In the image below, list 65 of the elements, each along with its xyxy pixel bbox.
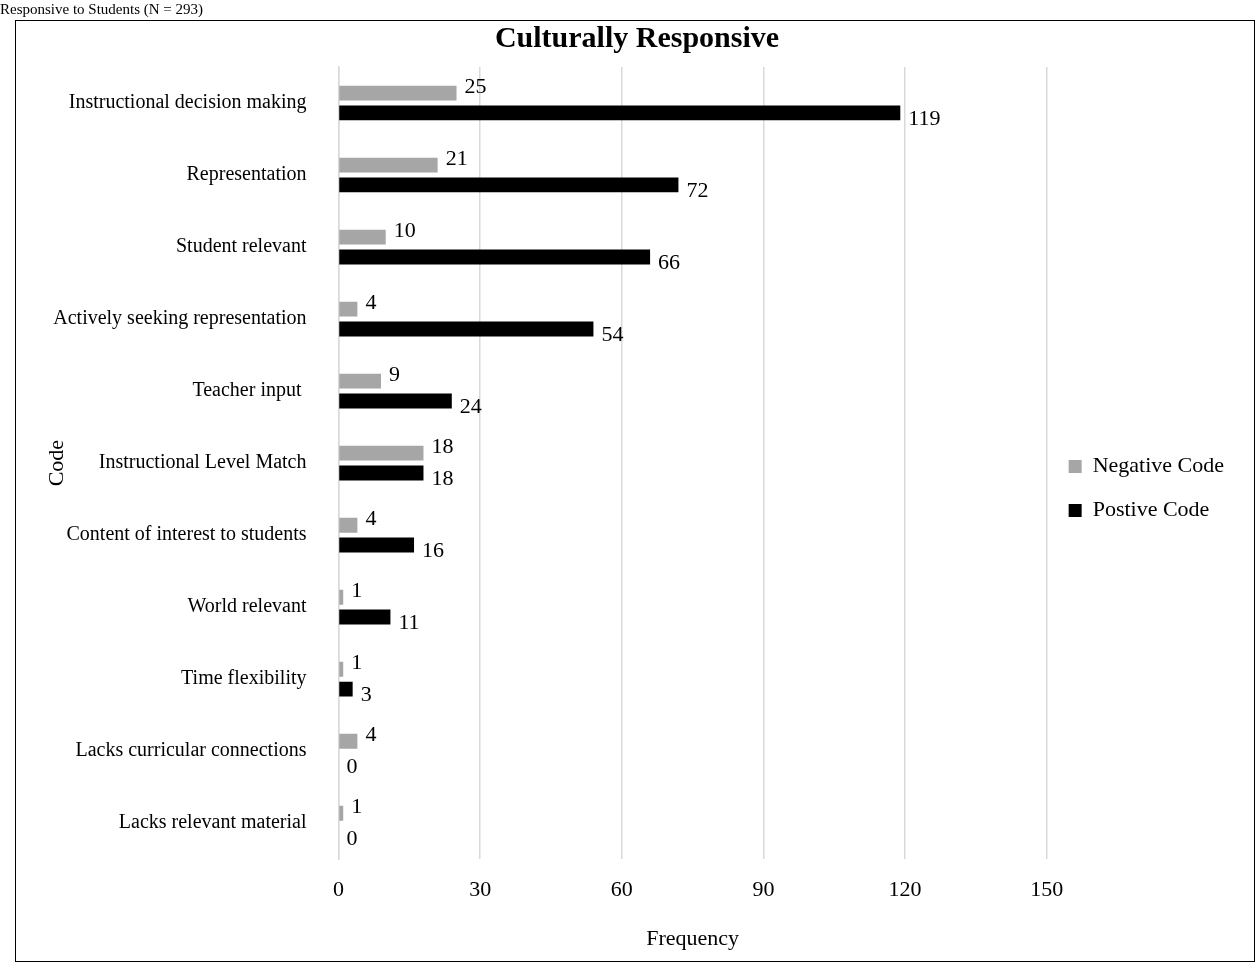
data-label: 0	[346, 752, 358, 778]
bar	[339, 733, 358, 749]
x-tick-label: 0	[333, 876, 344, 902]
bar	[339, 393, 452, 409]
y-tick-label: Student relevant	[175, 234, 307, 257]
data-label: 3	[360, 680, 372, 706]
bar	[339, 85, 457, 101]
y-tick-label: Representation	[186, 162, 307, 186]
data-label: 16	[422, 536, 445, 562]
bar	[339, 105, 901, 121]
bar	[339, 681, 353, 697]
y-tick-label: World relevant	[187, 594, 307, 617]
bar	[339, 445, 424, 461]
data-label: 54	[601, 320, 624, 346]
data-label: 18	[431, 432, 454, 458]
text: Responsive to Students (N = 293)	[0, 0, 204, 18]
bar	[339, 321, 594, 337]
data-label: 1	[351, 793, 363, 819]
data-label: 66	[658, 248, 681, 274]
data-label: 9	[388, 360, 400, 386]
data-label: 119	[908, 104, 941, 130]
bar	[339, 589, 344, 605]
legend-label: Postive Code	[1092, 496, 1210, 522]
legend-label: Negative Code	[1092, 452, 1225, 478]
x-tick-label: 150	[1030, 876, 1064, 902]
y-tick-label: Actively seeking representation	[53, 306, 307, 330]
data-label: 4	[365, 505, 377, 530]
bar	[339, 373, 381, 389]
data-label: 72	[686, 176, 709, 202]
y-tick-label: Time flexibility	[181, 666, 307, 690]
data-label: 4	[365, 288, 377, 314]
bar	[339, 465, 424, 481]
y-tick-label: Instructional decision making	[68, 90, 307, 114]
data-label: 0	[346, 824, 358, 850]
data-label: 25	[464, 72, 487, 98]
data-label: 1	[351, 577, 363, 603]
x-axis-title: Frequency	[646, 924, 740, 950]
bar	[339, 157, 438, 173]
y-tick-label: Lacks relevant material	[118, 810, 307, 833]
bar	[339, 805, 344, 821]
bar	[339, 661, 344, 677]
y-tick-label: Teacher input	[192, 378, 307, 402]
x-tick-label: 60	[610, 876, 633, 902]
bar	[339, 229, 386, 245]
data-label: 11	[398, 608, 420, 634]
data-label: 21	[445, 144, 468, 170]
bar	[339, 517, 358, 533]
data-label: 4	[365, 721, 377, 747]
chart-title: Culturally Responsive	[494, 19, 780, 53]
bar	[339, 537, 415, 553]
bar	[339, 301, 358, 317]
data-label: 18	[431, 464, 454, 490]
data-label: 24	[459, 392, 482, 418]
x-tick-label: 90	[752, 876, 775, 902]
data-label: 10	[393, 216, 416, 242]
bar	[339, 249, 651, 265]
data-label: 1	[351, 649, 363, 675]
y-tick-label: Content of interest to students	[66, 522, 307, 545]
bar	[339, 609, 391, 625]
x-tick-label: 30	[469, 876, 492, 902]
y-axis-title: Code	[42, 439, 68, 487]
x-tick-label: 120	[888, 876, 922, 902]
y-tick-label: Lacks curricular connections	[75, 738, 307, 761]
y-tick-label: Instructional Level Match	[98, 450, 307, 473]
bar	[339, 177, 679, 193]
